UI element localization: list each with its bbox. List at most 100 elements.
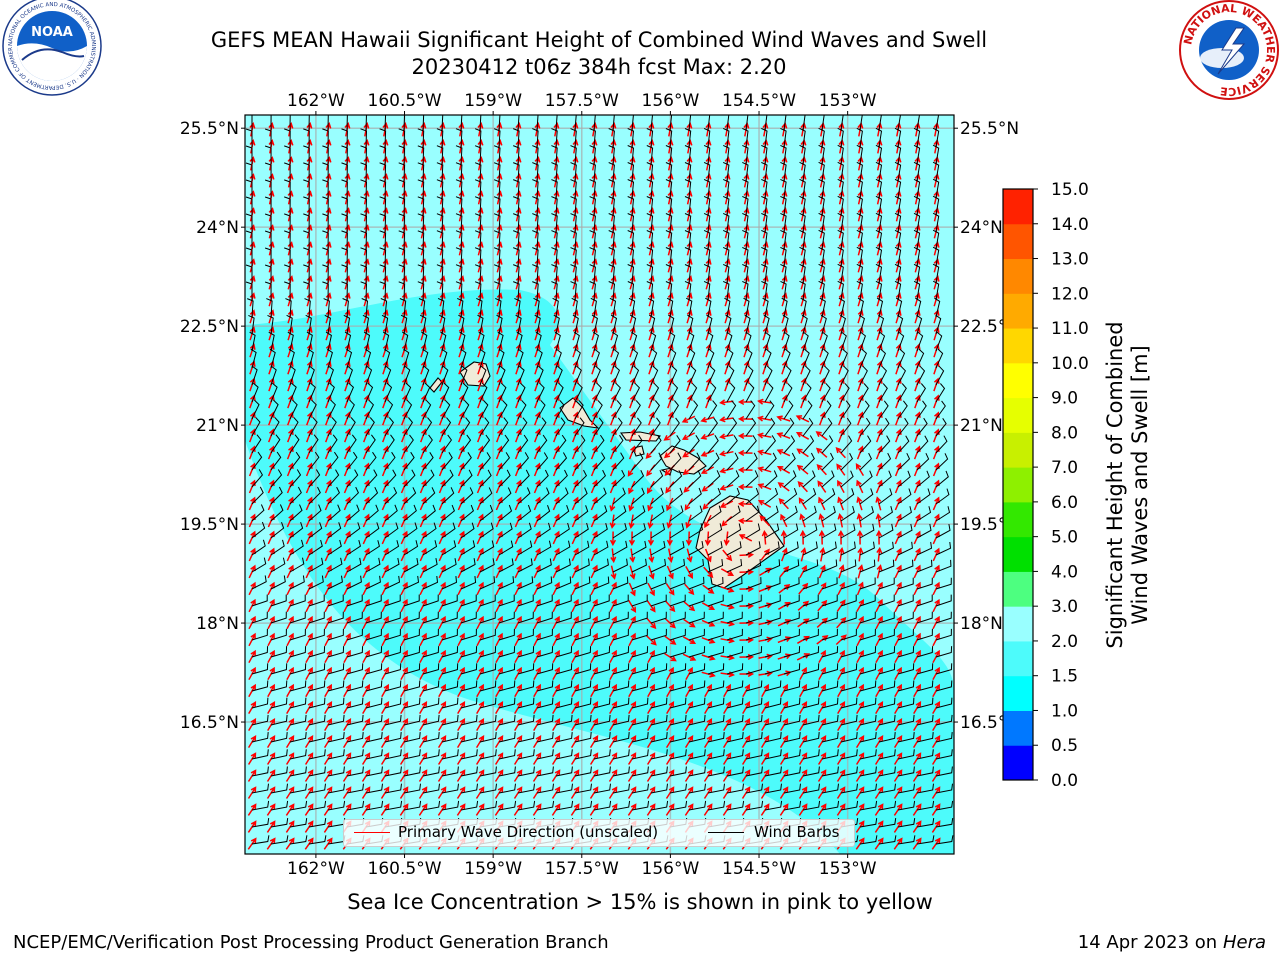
wind-barb [935, 488, 950, 505]
wind-barb [327, 382, 335, 403]
wind-barb [687, 314, 694, 335]
wind-barb [536, 714, 554, 726]
wind-barb [688, 417, 700, 437]
wind-barb [745, 800, 764, 811]
wind-barb [821, 331, 828, 352]
wind-barb [403, 646, 421, 658]
wind-barb [422, 646, 440, 658]
wind-barb [289, 539, 304, 556]
wind-barb [289, 451, 301, 471]
wind-barb [878, 766, 896, 777]
wind-barb [474, 196, 482, 216]
wind-barb [688, 697, 706, 709]
wind-barb [608, 213, 615, 233]
wind-barb [384, 732, 402, 743]
wind-barb [474, 179, 482, 199]
wind-barb [745, 115, 749, 131]
wind-barb [742, 178, 749, 199]
wind-barb [245, 179, 253, 198]
wind-barb [589, 179, 596, 199]
wind-barb [627, 128, 635, 148]
wind-barb [631, 749, 649, 760]
wind-barb [935, 435, 948, 454]
wind-barb [308, 451, 320, 471]
map-subtitle: 20230412 t06z 384h fcst Max: 2.20 [411, 55, 787, 79]
wind-barb [360, 230, 368, 250]
wind-barb [935, 766, 953, 777]
wind-barb [555, 646, 573, 658]
wind-barb [422, 522, 437, 539]
legend-barb-label: Wind Barbs [754, 823, 840, 841]
wind-barb [555, 522, 570, 539]
wind-barb [384, 451, 396, 471]
wind-barb [346, 557, 362, 573]
wind-barb [612, 783, 630, 794]
wind-barb [688, 680, 706, 692]
wind-barb [593, 505, 608, 522]
wind-barb [593, 522, 608, 539]
wind-barb [417, 213, 425, 233]
colorbar-tick-label: 6.0 [1051, 493, 1078, 513]
wind-barb [270, 115, 272, 131]
wind-barb [878, 628, 895, 641]
wind-barb [935, 348, 944, 369]
wind-barb [707, 714, 725, 726]
wind-barb [441, 611, 458, 624]
wind-barb [417, 281, 425, 301]
wind-barb [365, 382, 374, 403]
wind-barb [913, 178, 921, 199]
wind-barb [365, 680, 383, 692]
wind-barb [840, 541, 856, 556]
wind-barb [612, 400, 622, 420]
wind-barb [303, 264, 310, 284]
wind-barb [536, 663, 554, 675]
wind-barb [536, 766, 554, 777]
wind-barb [308, 714, 326, 726]
wind-barb [474, 162, 482, 182]
wind-barb [837, 161, 844, 182]
wind-barb [688, 523, 704, 539]
wind-barb [251, 557, 267, 573]
wind-barb [417, 247, 425, 267]
wind-barb [517, 576, 534, 590]
wind-barb [498, 594, 515, 607]
wind-barb [894, 212, 902, 233]
wind-barb [859, 697, 877, 709]
wind-barb [365, 557, 381, 573]
wind-barb [517, 611, 534, 624]
wind-barb [688, 646, 706, 658]
wind-barb [346, 611, 363, 624]
wind-barb [555, 663, 573, 675]
wind-barb [707, 646, 725, 658]
wind-barb [722, 229, 730, 250]
wind-barb [878, 611, 895, 624]
wind-barb [498, 680, 516, 692]
wind-barb [819, 297, 826, 318]
wind-barb [646, 213, 654, 233]
wind-barb [631, 611, 648, 624]
wind-barb [403, 382, 412, 403]
wind-barb [536, 487, 550, 505]
wind-barb [897, 732, 915, 743]
colorbar-tick-label: 0.0 [1051, 771, 1078, 791]
wind-barb [932, 212, 940, 233]
wind-barb [498, 434, 510, 454]
wind-barb [398, 264, 406, 284]
wind-barb [916, 400, 927, 420]
wind-barb [684, 196, 692, 216]
wind-barb [403, 800, 422, 811]
wind-barb [249, 331, 256, 352]
wind-barb [669, 382, 679, 403]
wind-barb [574, 646, 592, 658]
wind-barb [248, 314, 255, 335]
wind-barb [764, 783, 782, 794]
wind-barb [802, 523, 818, 539]
wind-barb [916, 470, 930, 488]
wind-barb [859, 577, 876, 590]
wind-barb [684, 280, 692, 301]
wind-barb [703, 212, 711, 233]
wind-barb [859, 646, 877, 658]
sea-ice-caption: Sea Ice Concentration > 15% is shown in … [347, 890, 933, 914]
lat-tick-label-right: 22.5° [960, 317, 1006, 337]
wind-barb [360, 145, 368, 165]
